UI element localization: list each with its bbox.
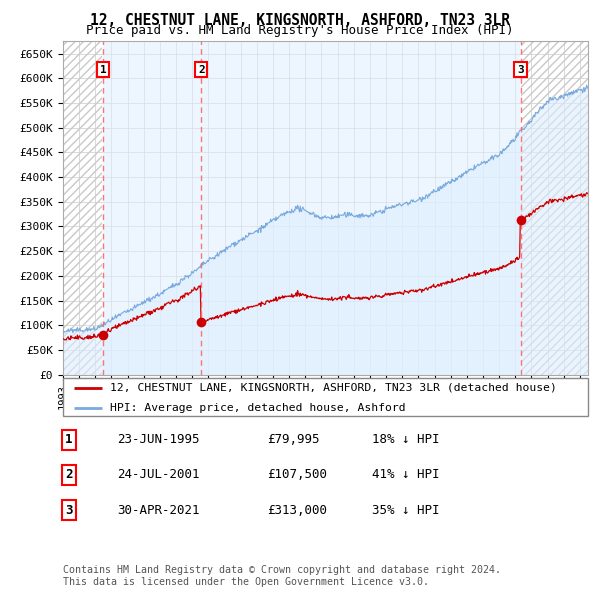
- Text: 3: 3: [65, 504, 73, 517]
- Text: Price paid vs. HM Land Registry's House Price Index (HPI): Price paid vs. HM Land Registry's House …: [86, 24, 514, 37]
- Text: 30-APR-2021: 30-APR-2021: [117, 504, 199, 517]
- Text: £107,500: £107,500: [267, 468, 327, 481]
- Text: 24-JUL-2001: 24-JUL-2001: [117, 468, 199, 481]
- Text: 23-JUN-1995: 23-JUN-1995: [117, 433, 199, 446]
- Text: 3: 3: [517, 65, 524, 74]
- Text: 1: 1: [65, 433, 73, 446]
- Text: 2: 2: [65, 468, 73, 481]
- FancyBboxPatch shape: [63, 378, 588, 416]
- Text: 35% ↓ HPI: 35% ↓ HPI: [372, 504, 439, 517]
- Text: 18% ↓ HPI: 18% ↓ HPI: [372, 433, 439, 446]
- Text: £313,000: £313,000: [267, 504, 327, 517]
- Text: £79,995: £79,995: [267, 433, 320, 446]
- Text: 12, CHESTNUT LANE, KINGSNORTH, ASHFORD, TN23 3LR (detached house): 12, CHESTNUT LANE, KINGSNORTH, ASHFORD, …: [110, 383, 557, 393]
- Text: HPI: Average price, detached house, Ashford: HPI: Average price, detached house, Ashf…: [110, 402, 406, 412]
- Text: 12, CHESTNUT LANE, KINGSNORTH, ASHFORD, TN23 3LR: 12, CHESTNUT LANE, KINGSNORTH, ASHFORD, …: [90, 13, 510, 28]
- Text: Contains HM Land Registry data © Crown copyright and database right 2024.
This d: Contains HM Land Registry data © Crown c…: [63, 565, 501, 587]
- Text: 2: 2: [198, 65, 205, 74]
- Text: 1: 1: [100, 65, 106, 74]
- Text: 41% ↓ HPI: 41% ↓ HPI: [372, 468, 439, 481]
